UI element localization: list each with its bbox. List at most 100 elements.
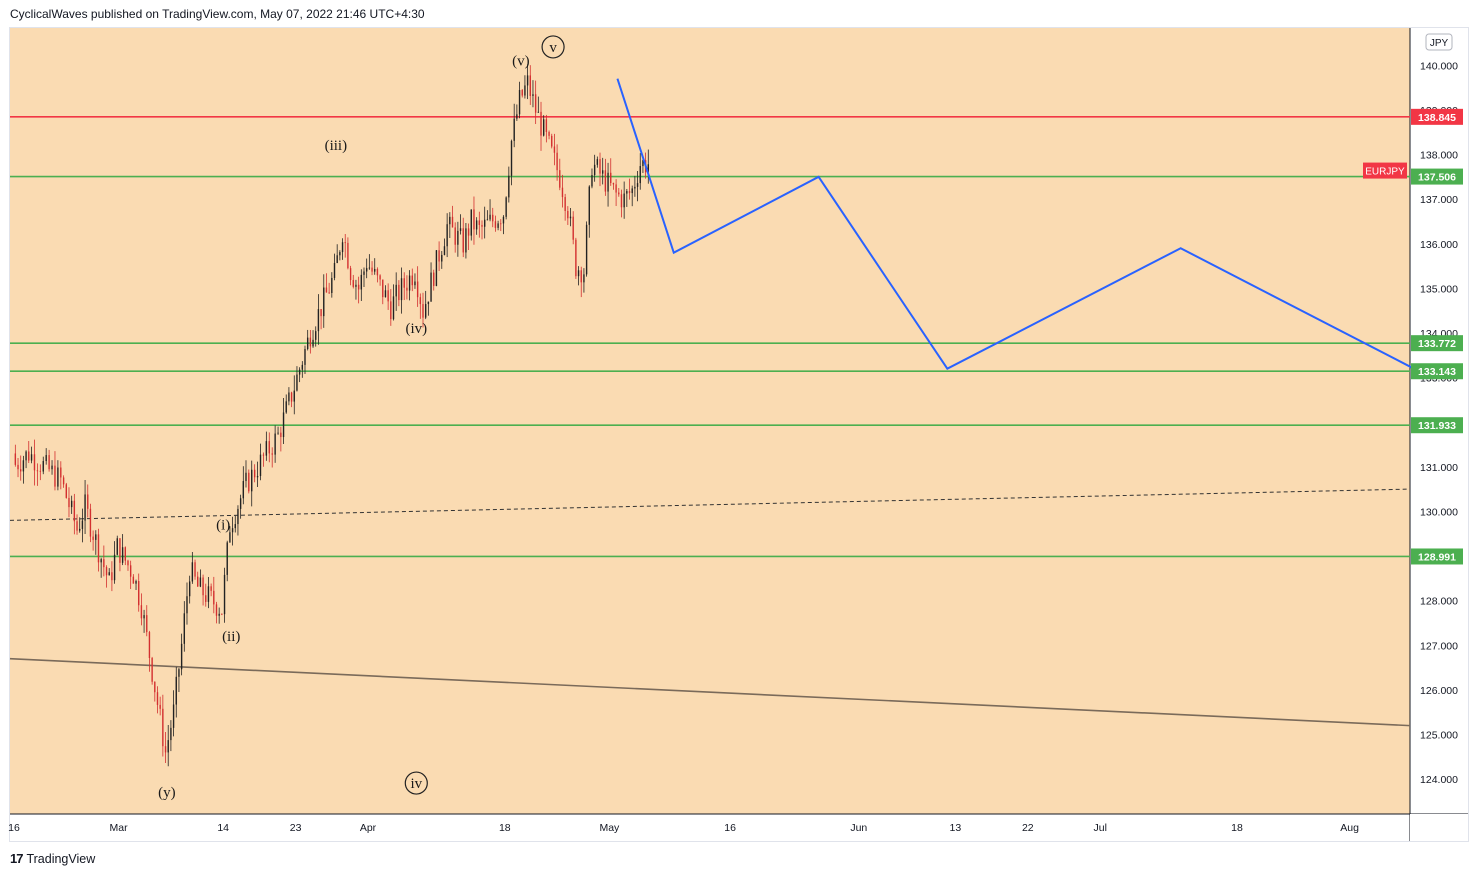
axis-corner: [1410, 814, 1468, 841]
candle-body: [459, 228, 462, 231]
candle-body: [191, 562, 194, 582]
candle-body: [298, 369, 301, 375]
wave-label-7: iv: [410, 776, 422, 792]
x-tick-label-0: 16: [8, 822, 20, 834]
x-tick-label-10: 22: [1022, 822, 1034, 834]
candle-body: [588, 186, 590, 225]
candle-body: [561, 187, 564, 198]
price-badge-1: 137.506: [1418, 172, 1456, 184]
candle-body: [583, 274, 585, 283]
candle-body: [116, 538, 118, 555]
candle-body: [494, 221, 497, 228]
candle-body: [647, 164, 649, 173]
candle-body: [237, 508, 239, 525]
currency-box: [1425, 33, 1453, 51]
candle-body: [253, 469, 256, 478]
candle-body: [411, 275, 413, 286]
candle-body: [167, 740, 169, 753]
candle-body: [454, 227, 456, 245]
candle-body: [470, 209, 472, 236]
candle-body: [296, 374, 298, 391]
candle-body: [489, 214, 491, 220]
candle-body: [81, 520, 84, 529]
candle-body: [121, 547, 124, 563]
candle-body: [339, 252, 341, 256]
candle-body: [309, 337, 312, 347]
candle-body: [467, 228, 470, 236]
candle-body: [92, 536, 94, 540]
wave-label-circle-6: [541, 35, 565, 59]
candle-body: [231, 528, 234, 533]
candle-body: [382, 279, 384, 298]
candle-body: [542, 119, 545, 136]
x-tick-label-2: 14: [217, 822, 229, 834]
candle-body: [103, 559, 105, 568]
candle-body: [601, 170, 604, 174]
candle-body: [48, 455, 50, 470]
wave-label-3: (iii): [325, 138, 348, 154]
candle-body: [138, 581, 140, 606]
candle-body: [556, 152, 558, 171]
candle-body: [301, 364, 304, 370]
candle-body: [199, 577, 202, 587]
candle-body: [443, 246, 446, 255]
price-badge-bg-4: [1411, 417, 1463, 434]
price-badge-0: 138.845: [1418, 112, 1456, 124]
candle-body: [379, 275, 381, 280]
x-tick-label-5: 18: [499, 822, 511, 834]
candle-body: [197, 576, 199, 587]
candle-body: [360, 274, 363, 290]
candle-body: [475, 220, 478, 230]
candle-body: [569, 216, 572, 219]
candle-body: [39, 470, 42, 472]
candle-body: [242, 481, 245, 499]
x-tick-label-12: 18: [1231, 822, 1243, 834]
candle-body: [79, 528, 81, 531]
candle-body: [312, 339, 314, 347]
candle-body: [76, 521, 78, 531]
candle-body: [323, 287, 325, 317]
candle-body: [248, 472, 250, 492]
candle-body: [551, 135, 553, 147]
symbol-badge: EURJPY: [1365, 167, 1405, 178]
candle-body: [604, 170, 607, 192]
candle-body: [45, 455, 47, 462]
wave-label-circle-7: [404, 771, 428, 795]
candle-body: [159, 704, 161, 709]
tradingview-logo[interactable]: 17 TradingView: [10, 851, 95, 866]
candle-body: [304, 348, 306, 365]
candle-body: [626, 191, 628, 194]
y-tick-label-5: 135.000: [1420, 283, 1458, 295]
wave-label-6: v: [549, 40, 557, 56]
y-tick-label-2: 138.000: [1420, 150, 1458, 162]
candle-body: [317, 309, 320, 332]
x-tick-label-3: 23: [290, 822, 302, 834]
candle-body: [172, 704, 175, 728]
candle-body: [223, 574, 226, 615]
candle-body: [403, 278, 405, 288]
trendline-dashed-1: [9, 488, 1409, 521]
candle-body: [282, 412, 285, 438]
candle-body: [239, 498, 242, 509]
candle-body: [205, 595, 207, 602]
candle-body: [271, 453, 273, 455]
candle-body: [108, 572, 110, 576]
candle-body: [451, 216, 454, 228]
candle-body: [387, 290, 389, 302]
candle-body: [265, 441, 268, 456]
wave-label-0: (y): [158, 785, 176, 801]
candle-body: [473, 209, 475, 230]
candle-body: [615, 184, 617, 193]
price-badge-3: 133.143: [1418, 366, 1456, 378]
candle-body: [127, 560, 129, 566]
candle-body: [537, 111, 540, 113]
candle-body: [280, 432, 282, 438]
candle-body: [347, 242, 349, 269]
candle-body: [70, 500, 73, 508]
candle-body: [57, 467, 59, 487]
wave-label-5: (v): [512, 53, 530, 69]
candle-body: [129, 565, 132, 577]
candle-body: [315, 331, 317, 340]
candle-body: [607, 172, 609, 192]
